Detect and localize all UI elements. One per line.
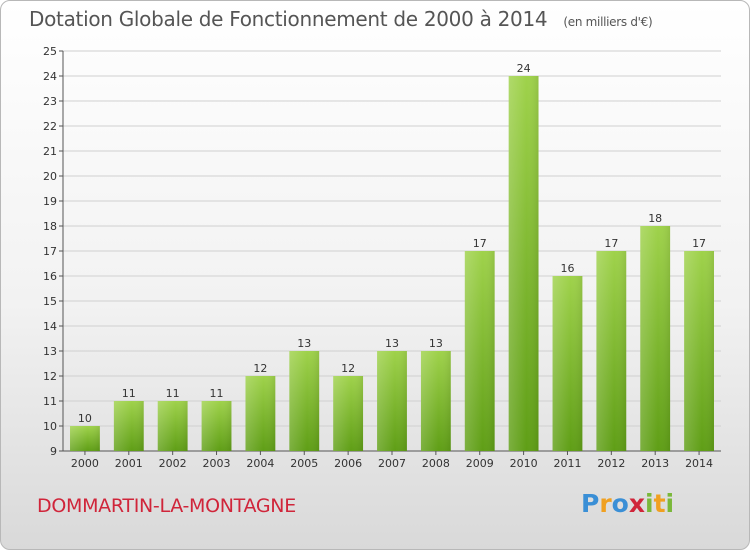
data-label-2001: 11 — [122, 387, 136, 400]
bar-shade-2000 — [70, 426, 100, 451]
data-label-2006: 12 — [341, 362, 355, 375]
logo-letter: P — [581, 489, 600, 518]
bar-shade-2013 — [640, 226, 671, 451]
bar-shade-2001 — [113, 401, 144, 451]
logo-letter: i — [645, 489, 654, 518]
data-labels: 10 11 11 11 12 13 12 13 13 17 24 16 17 18 17 — [78, 62, 706, 425]
data-label-2005: 13 — [297, 337, 311, 350]
y-tick-label: 18 — [43, 220, 57, 233]
x-tick-label-2009: 2009 — [466, 457, 494, 470]
logo-letter: i — [665, 489, 675, 518]
x-tick-label-2008: 2008 — [422, 457, 450, 470]
data-label-2010: 24 — [517, 62, 531, 75]
x-tick-label-2006: 2006 — [334, 457, 362, 470]
data-label-2003: 11 — [210, 387, 224, 400]
bar-shade-2012 — [596, 251, 627, 451]
data-label-2008: 13 — [429, 337, 443, 350]
bar-shade-2010 — [508, 76, 539, 451]
bar-shade-2007 — [377, 351, 407, 451]
y-tick-label: 10 — [43, 420, 57, 433]
bar-shade-2005 — [289, 351, 320, 451]
y-tick-label: 12 — [43, 370, 57, 383]
bar-shade-2014 — [684, 251, 714, 451]
bar-shade-2002 — [157, 401, 188, 451]
logo-letter: t — [653, 489, 666, 518]
chart-title-text: Dotation Globale de Fonctionnement de 20… — [29, 7, 548, 31]
bar-shade-2003 — [201, 401, 232, 451]
axes: 9 10 11 12 13 14 15 16 17 18 19 20 21 22 23 24 25 2000 200… — [43, 45, 721, 470]
x-tick-label-2010: 2010 — [510, 457, 538, 470]
x-tick-label-2003: 2003 — [203, 457, 231, 470]
bar-shade-2004 — [245, 376, 276, 451]
y-tick-label: 19 — [43, 195, 57, 208]
data-label-2009: 17 — [473, 237, 487, 250]
data-label-2012: 17 — [604, 237, 618, 250]
data-label-2013: 18 — [648, 212, 662, 225]
bar-shade-2011 — [552, 276, 583, 451]
data-label-2000: 10 — [78, 412, 92, 425]
x-tick-label-2005: 2005 — [290, 457, 318, 470]
x-tick-label-2002: 2002 — [159, 457, 187, 470]
proxiti-logo[interactable]: Proxiti — [581, 489, 674, 518]
x-tick-label-2001: 2001 — [115, 457, 143, 470]
bar-shade-2006 — [333, 376, 364, 451]
commune-name: DOMMARTIN-LA-MONTAGNE — [37, 495, 296, 517]
y-tick-label: 14 — [43, 320, 57, 333]
y-tick-label: 15 — [43, 295, 57, 308]
y-tick-label: 9 — [50, 445, 57, 458]
chart-unit: (en milliers d'€) — [563, 15, 653, 29]
y-tick-label: 21 — [43, 145, 57, 158]
x-tick-label-2013: 2013 — [641, 457, 669, 470]
data-label-2011: 16 — [560, 262, 574, 275]
x-tick-label-2007: 2007 — [378, 457, 406, 470]
y-tick-label: 25 — [43, 45, 57, 58]
y-tick-label: 13 — [43, 345, 57, 358]
logo-letter: o — [611, 489, 629, 518]
x-tick-label-2012: 2012 — [597, 457, 625, 470]
x-tick-label-2004: 2004 — [246, 457, 274, 470]
y-tick-label: 11 — [43, 395, 57, 408]
bar-shade-2008 — [420, 351, 451, 451]
x-tick-label-2014: 2014 — [685, 457, 713, 470]
data-label-2007: 13 — [385, 337, 399, 350]
chart-title: Dotation Globale de Fonctionnement de 20… — [29, 7, 653, 31]
x-tick-label-2011: 2011 — [553, 457, 581, 470]
data-label-2004: 12 — [253, 362, 267, 375]
bars — [70, 76, 714, 451]
data-label-2014: 17 — [692, 237, 706, 250]
y-tick-label: 22 — [43, 120, 57, 133]
y-tick-label: 20 — [43, 170, 57, 183]
x-tick-label-2000: 2000 — [71, 457, 99, 470]
logo-letter: r — [599, 489, 612, 518]
y-tick-label: 17 — [43, 245, 57, 258]
y-tick-label: 16 — [43, 270, 57, 283]
logo-letter: x — [628, 489, 645, 518]
data-label-2002: 11 — [166, 387, 180, 400]
y-tick-label: 23 — [43, 95, 57, 108]
bar-shade-2009 — [464, 251, 495, 451]
y-tick-label: 24 — [43, 70, 57, 83]
